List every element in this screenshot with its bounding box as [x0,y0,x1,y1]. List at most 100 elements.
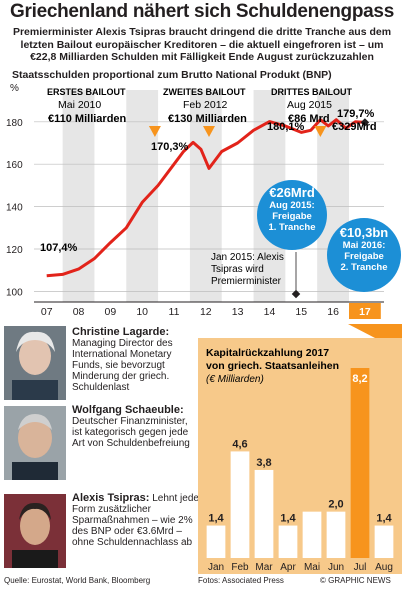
bar-value-label: 3,8 [256,457,271,469]
y-tick-label: 140 [6,203,23,214]
y-tick-label: 180 [6,118,23,129]
tranche-1-line2: Freigabe [272,211,312,222]
bailout-1-name: ERSTES BAILOUT [47,87,126,97]
person-tsipras: Alexis Tsipras: Lehnt jede Form zusätzli… [72,492,200,549]
person-schaeuble: Wolfgang Schaeuble: Deutscher Finanzmini… [72,405,200,450]
bar-feb [230,451,250,558]
bar-apr [278,525,298,558]
bar-chart-title-cont: von griech. Staatsanleihen [206,360,339,372]
photo-credit: Fotos: Associated Press [198,576,284,585]
label-mid: 180,1% [267,121,305,133]
bailout-arrow [314,126,327,137]
note-line-2: Tsipras wird [211,264,264,275]
person-lagarde: Christine Lagarde: Managing Director des… [72,326,200,394]
person-lagarde-name: Christine Lagarde: [72,326,170,338]
x-highlight-2017 [349,303,381,319]
y-tick-label: 160 [6,160,23,171]
tranche-1-amount: €26Mrd [269,185,315,200]
x-tick-label: 12 [200,306,212,318]
y-tick-label: 120 [6,245,23,256]
bar-mar [254,469,274,558]
label-peak: 170,3% [151,141,189,153]
tsipras-photo [4,494,66,568]
bailout-3-name: DRITTES BAILOUT [271,87,352,97]
person-lagarde-text: Managing Director des International Mone… [72,338,173,393]
bailout-2: ZWEITES BAILOUT Feb 2012 €130 Milliarden [163,87,247,125]
bar-value-label: 2,0 [328,499,343,511]
bar-value-label: 4,6 [232,438,247,450]
bar-category-label: Apr [280,562,296,573]
x-tick-label: 17 [359,306,371,318]
tranche-2-line3: 2. Tranche [340,262,388,273]
bar-category-label: Jun [328,562,344,573]
bailout-1-date: Mai 2010 [58,99,101,111]
x-tick-label: 07 [41,306,53,318]
label-start: 107,4% [40,242,78,254]
main-chart-title: Staatsschulden proportional zum Brutto N… [12,69,332,81]
bar-chart-title-2: von griech. Staatsanleihen [206,360,339,372]
debt-series-line [46,118,365,278]
bar-category-label: Jul [354,562,367,573]
bailout-arrow [203,126,215,137]
x-tick-label: 13 [232,306,244,318]
y-unit-label: % [10,83,19,94]
x-tick-label: 10 [136,306,148,318]
year-band [126,90,159,302]
bar-category-label: Mar [255,562,273,573]
bailout-3-amount: €86 Mrd [288,113,330,125]
tranche-2-amount: €10,3bn [339,225,389,240]
y-tick-label: 100 [6,287,23,298]
x-tick-label: 16 [327,306,339,318]
page-subtitle: Premierminister Alexis Tsipras braucht d… [12,26,392,63]
x-tick-label: 11 [169,306,180,318]
tranche-1-line3: 1. Tranche [268,222,316,233]
bar-jul [350,368,370,558]
tranche-2-line2: Freigabe [344,251,384,262]
source-note: Quelle: Eurostat, World Bank, Bloomberg [4,576,151,585]
person-tsipras-text: Lehnt jede Form zusätzlicher Sparmaßnahm… [72,493,199,548]
person-schaeuble-text: Deutscher Finanzminister, ist kategorisc… [72,416,190,449]
tranche-1-callout: €26Mrd Aug 2015: Freigabe 1. Tranche [257,180,327,250]
bailout-3-date: Aug 2015 [287,99,332,111]
bar-chart-unit: (€ Milliarden) [206,374,264,385]
bar-aug [374,525,394,558]
bar-chart-title: Kapitalrückzahlung 2017 [206,347,329,359]
x-tick-label: 14 [264,306,276,318]
lagarde-photo [4,326,66,400]
tranche-1-line1: Aug 2015: [269,200,315,211]
bailout-2-amount: €130 Milliarden [168,113,247,125]
bar-value-label: 1,4 [280,513,296,525]
bailout-2-name: ZWEITES BAILOUT [163,87,246,97]
bar-jan [206,525,226,558]
bar-value-label: 1,4 [208,513,224,525]
bar-category-label: Mai [304,562,320,573]
year-band [189,90,222,302]
note-line-1: Jan 2015: Alexis [211,252,284,263]
page-title: Griechenland nähert sich Schuldenengpass [10,1,394,22]
label-end: 179,7% [337,108,375,120]
bar-value-label: 1,4 [376,513,392,525]
person-tsipras-name: Alexis Tsipras: [72,492,150,504]
bar-category-label: Aug [375,562,393,573]
bar-value-label: 8,2 [352,373,367,385]
note-tsipras: Jan 2015: Alexis Tsipras wird Premiermin… [211,252,301,299]
x-tick-label: 08 [73,306,85,318]
tranche-2-line1: Mai 2016: [342,240,386,251]
repayment-bar-chart: Kapitalrückzahlung 2017 von griech. Staa… [198,324,402,574]
schaeuble-photo [4,406,66,480]
copyright: © GRAPHIC NEWS [320,576,391,585]
tranche-2-callout: €10,3bn Mai 2016: Freigabe 2. Tranche [327,218,401,292]
label-end-sub: €329Mrd [332,121,377,133]
bailout-2-date: Feb 2012 [183,99,228,111]
bailout-3: DRITTES BAILOUT Aug 2015 €86 Mrd [271,87,352,125]
x-tick-label: 15 [295,306,307,318]
bailout-arrow [148,126,161,137]
year-band [62,90,95,302]
bar-chart-title-1: Kapitalrückzahlung 2017 [206,347,329,359]
x-tick-label: 09 [105,306,117,318]
bailout-1-amount: €110 Milliarden [48,113,127,125]
bailout-1: ERSTES BAILOUT Mai 2010 €110 Milliarden [47,87,127,125]
bar-category-label: Jan [208,562,224,573]
bar-jun [326,511,346,558]
end-marker [360,118,370,127]
